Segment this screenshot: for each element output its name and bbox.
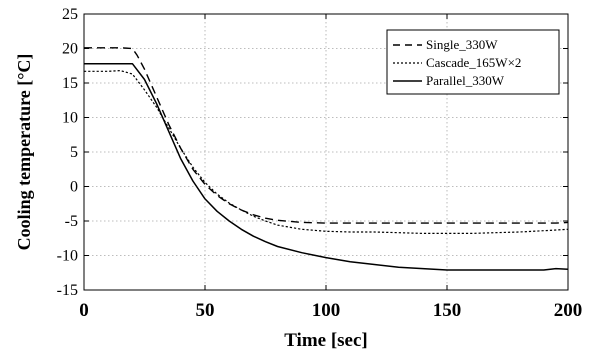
- legend: Single_330W Cascade_165W×2 Parallel_330W: [386, 29, 560, 95]
- legend-label-cascade: Cascade_165W×2: [426, 55, 521, 70]
- y-tick-label: 15: [62, 75, 78, 92]
- series-line-cascade: [84, 69, 569, 234]
- legend-label-parallel: Parallel_330W: [426, 73, 505, 88]
- x-axis-label: Time [sec]: [284, 330, 368, 351]
- x-tick-label: 150: [433, 300, 462, 321]
- series-line-parallel: [84, 62, 569, 271]
- y-tick-label: 25: [62, 6, 78, 23]
- series-lines: [84, 47, 569, 271]
- axis-ticks: [83, 13, 569, 291]
- y-axis-label: Cooling temperature [°C]: [14, 54, 34, 251]
- x-tick-label: 200: [554, 300, 583, 321]
- y-tick-labels: -15 -10 -5 0 5 10 15 20 25: [57, 6, 78, 299]
- legend-label-single: Single_330W: [426, 37, 498, 52]
- y-tick-label: 10: [62, 110, 78, 127]
- y-tick-label: 20: [62, 41, 78, 58]
- series-line-single: [84, 47, 569, 224]
- y-tick-label: -15: [57, 282, 78, 299]
- grid-lines: [84, 14, 568, 290]
- y-tick-label: -10: [57, 248, 78, 265]
- y-tick-label: 0: [70, 179, 78, 196]
- x-tick-label: 50: [196, 300, 215, 321]
- x-tick-label: 0: [79, 300, 89, 321]
- x-tick-labels: 0 50 100 150 200: [79, 300, 582, 321]
- y-tick-label: -5: [65, 213, 78, 230]
- legend-box: [386, 29, 560, 95]
- y-tick-label: 5: [70, 144, 78, 161]
- x-tick-label: 100: [312, 300, 341, 321]
